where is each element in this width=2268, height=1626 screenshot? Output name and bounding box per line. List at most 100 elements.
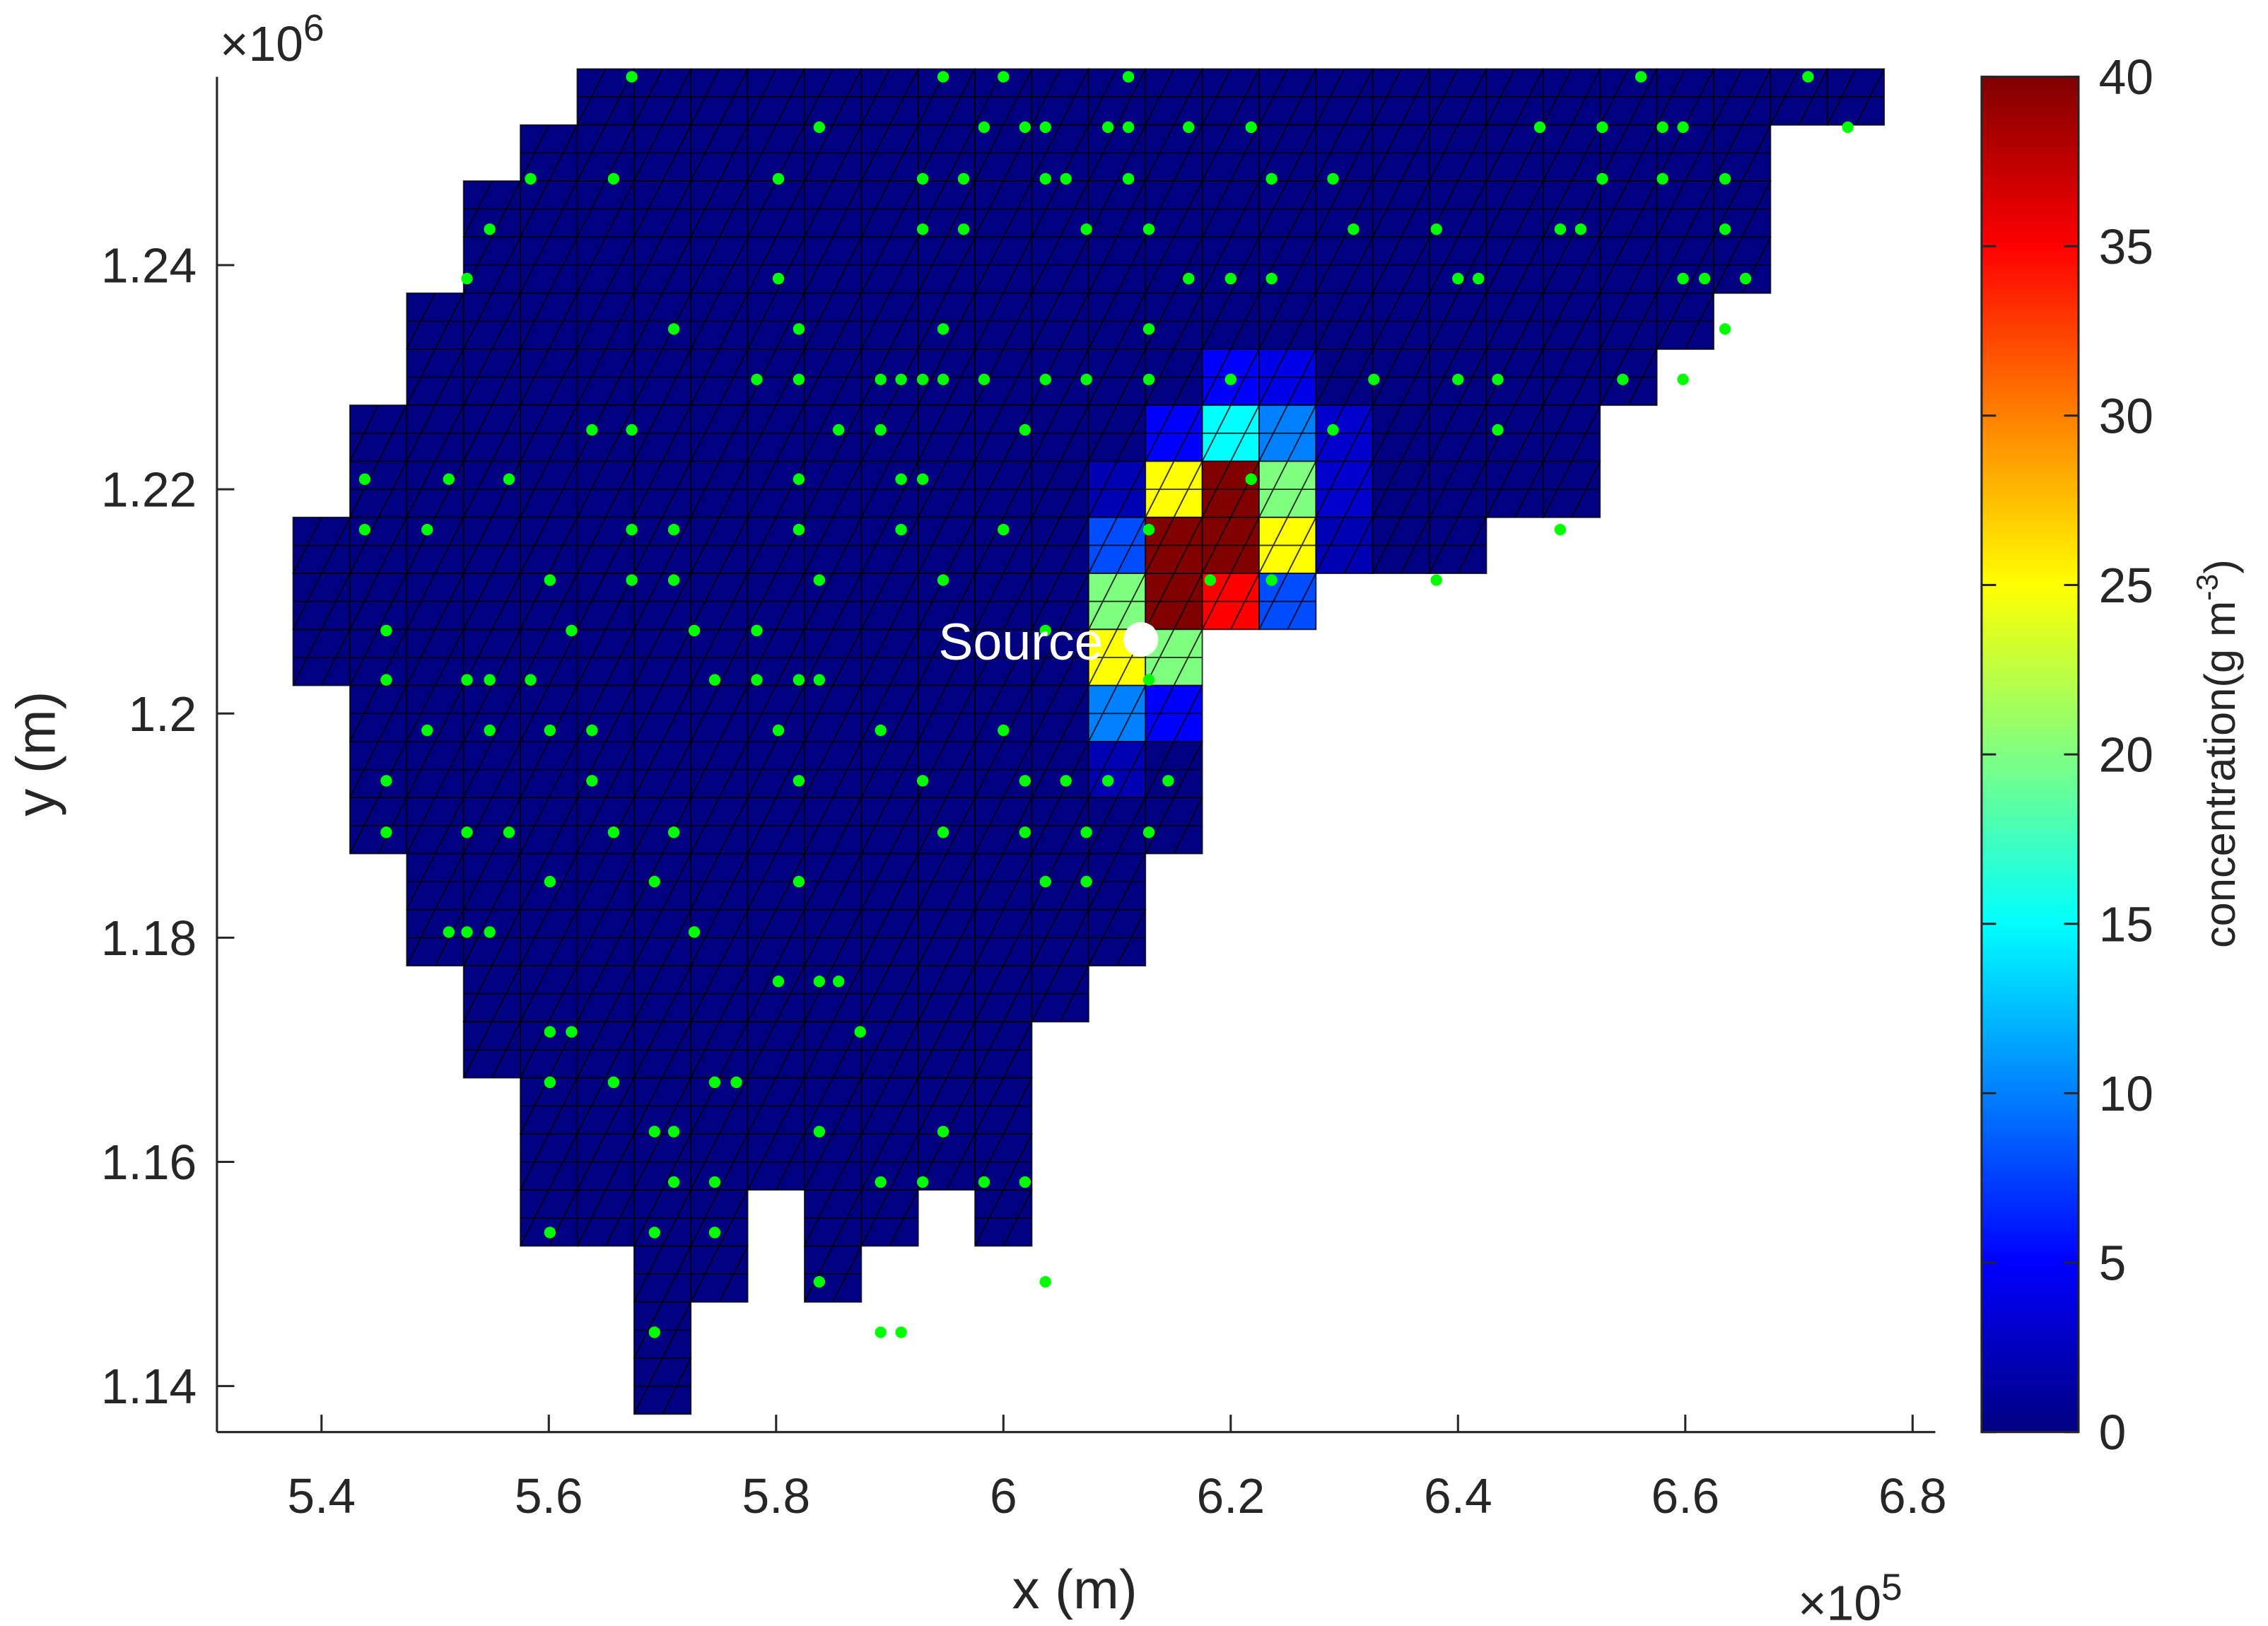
- mesh-cell: [292, 573, 351, 631]
- mesh-cell: [1031, 404, 1089, 462]
- sensor-point: [525, 674, 537, 686]
- mesh-cell: [1713, 68, 1772, 126]
- mesh-cell: [1145, 740, 1203, 799]
- sensor-point: [1142, 373, 1155, 385]
- sensor-point: [544, 724, 556, 737]
- colorbar-label-sup: -3: [2190, 574, 2224, 601]
- sensor-point: [1183, 121, 1195, 134]
- mesh-cell: [349, 404, 408, 462]
- mesh-cell: [520, 124, 578, 182]
- mesh-cell: [406, 516, 464, 574]
- sensor-point: [1635, 71, 1647, 83]
- mesh-cell: [1485, 292, 1544, 350]
- y-tick-label: 1.14: [101, 1359, 197, 1414]
- sensor-point: [1039, 373, 1051, 385]
- y-exponent-power: 6: [303, 7, 325, 49]
- mesh-cell: [804, 628, 863, 686]
- mesh-cell: [1315, 349, 1374, 406]
- y-exponent-base: ×10: [220, 16, 303, 71]
- mesh-cell: [1201, 180, 1260, 238]
- sensor-point: [751, 674, 763, 686]
- source-marker: [1123, 622, 1159, 657]
- sensor-point: [998, 724, 1010, 737]
- sensor-point: [1452, 272, 1464, 285]
- mesh-cell: [520, 460, 578, 518]
- sensor-point: [957, 223, 970, 235]
- sensor-point: [1019, 1176, 1031, 1188]
- mesh-cell: [1258, 236, 1317, 294]
- mesh-cell: [1031, 292, 1089, 350]
- mesh-cell: [576, 180, 635, 238]
- mesh-cell: [690, 573, 749, 631]
- sensor-point: [1677, 272, 1689, 285]
- mesh-cell: [804, 965, 863, 1023]
- mesh-cell: [1258, 349, 1317, 406]
- sensor-point: [813, 574, 826, 586]
- mesh-cell: [1485, 124, 1544, 182]
- mesh-cell: [804, 404, 863, 462]
- mesh-cell: [633, 516, 692, 574]
- sensor-point: [380, 674, 392, 686]
- colorbar-tick-label: 20: [2099, 727, 2153, 783]
- sensor-point: [833, 976, 845, 988]
- mesh-cell: [1542, 349, 1601, 406]
- sensor-point: [1617, 373, 1629, 385]
- sensor-point: [957, 172, 970, 185]
- mesh-cell: [860, 628, 919, 686]
- mesh-cell: [690, 684, 749, 742]
- mesh-cell: [860, 180, 919, 238]
- mesh-cell: [520, 180, 578, 238]
- sensor-point: [1101, 121, 1114, 134]
- sensor-point: [648, 1227, 660, 1239]
- mesh-cell: [860, 460, 919, 518]
- sensor-point: [1039, 875, 1051, 888]
- mesh-cell: [1372, 349, 1431, 406]
- sensor-point: [626, 423, 638, 436]
- mesh-cell: [1826, 68, 1886, 126]
- mesh-cell: [633, 124, 692, 182]
- mesh-cell: [1372, 124, 1431, 182]
- mesh-cell: [804, 349, 863, 406]
- colorbar-tick-label: 30: [2099, 388, 2153, 443]
- mesh-cell: [633, 908, 692, 966]
- sensor-point: [461, 674, 473, 686]
- x-tick-label: 6: [990, 1468, 1017, 1523]
- mesh-cell: [633, 1189, 692, 1247]
- mesh-cell: [1485, 460, 1544, 518]
- sensor-point: [916, 223, 929, 235]
- sensor-point: [1122, 172, 1135, 185]
- sensor-point: [607, 172, 620, 185]
- mesh-cell: [520, 965, 578, 1023]
- sensor-point: [813, 976, 826, 988]
- mesh-cell: [1429, 516, 1487, 574]
- mesh-cell: [1315, 124, 1374, 182]
- sensor-point: [1677, 121, 1689, 134]
- mesh-cell: [917, 908, 976, 966]
- mesh-cell: [747, 908, 805, 966]
- mesh-cell: [860, 1021, 919, 1079]
- mesh-cell: [1542, 292, 1601, 350]
- mesh-cell: [747, 1133, 805, 1191]
- mesh-cell: [860, 797, 919, 855]
- sensor-point: [895, 524, 907, 536]
- mesh-cell: [860, 404, 919, 462]
- mesh-cell: [1429, 68, 1487, 126]
- sensor-point: [895, 373, 907, 385]
- sensor-point: [544, 1076, 556, 1089]
- colorbar-tick-label: 0: [2099, 1405, 2127, 1460]
- sensor-point: [1142, 826, 1155, 838]
- mesh-cell: [1087, 124, 1147, 182]
- mesh-cell: [349, 740, 408, 799]
- mesh-cell: [804, 853, 863, 911]
- sensor-point: [708, 1227, 721, 1239]
- mesh-cell: [633, 349, 692, 406]
- mesh-cell: [633, 180, 692, 238]
- mesh-cell: [1542, 68, 1601, 126]
- sensor-point: [1183, 272, 1195, 285]
- mesh-cell: [576, 965, 635, 1023]
- mesh-cell: [860, 292, 919, 350]
- mesh-cell: [804, 292, 863, 350]
- mesh-cell: [633, 573, 692, 631]
- sensor-point: [1368, 373, 1380, 385]
- mesh-cell: [860, 573, 919, 631]
